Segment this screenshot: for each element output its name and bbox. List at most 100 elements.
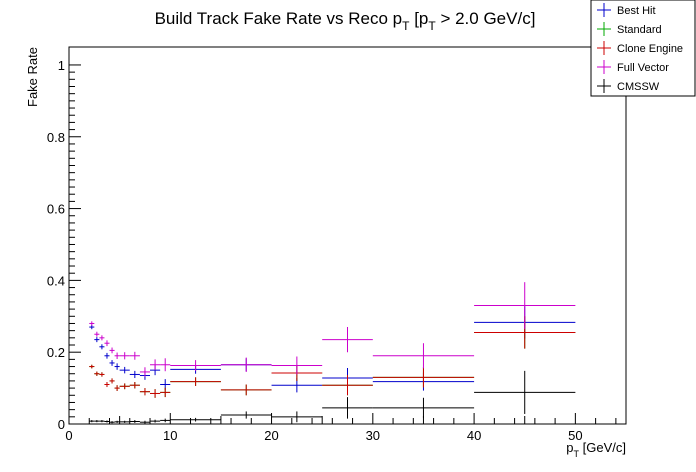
- data-point: [150, 419, 161, 423]
- data-point: [322, 327, 373, 353]
- legend-entries: Best Hit Standard Clone Engine Full Vector C…: [597, 3, 683, 93]
- title-sub2: T: [428, 19, 436, 33]
- x-tick-label: 40: [467, 428, 481, 443]
- data-point: [89, 420, 95, 423]
- plot-frame: [68, 46, 627, 425]
- data-point: [170, 377, 221, 386]
- data-point: [94, 371, 100, 376]
- data-point: [322, 397, 373, 419]
- y-axis-ticks: 0 0.2 0.4 0.6 0.8 1: [47, 58, 81, 432]
- data-point: [94, 337, 100, 343]
- y-axis-label: Fake Rate: [25, 47, 40, 107]
- x-axis-label-sub: T: [574, 449, 580, 459]
- title-rest: [p: [409, 9, 428, 28]
- data-point: [170, 360, 221, 371]
- data-point: [119, 352, 130, 360]
- data-point: [114, 420, 120, 423]
- x-tick-label: 10: [163, 428, 177, 443]
- legend-label: CMSSW: [617, 81, 660, 93]
- data-point: [114, 352, 120, 360]
- data-point: [104, 381, 110, 388]
- legend-label: Full Vector: [617, 62, 669, 74]
- x-tick-label: 30: [366, 428, 380, 443]
- y-tick-label: 0.6: [47, 202, 65, 217]
- series-layer: [89, 282, 576, 424]
- data-point: [170, 417, 221, 422]
- y-tick-label: 0.8: [47, 130, 65, 145]
- legend-entry: Clone Engine: [597, 41, 683, 55]
- y-tick-label: 0: [58, 417, 65, 432]
- data-point: [271, 411, 323, 423]
- data-point: [150, 359, 161, 371]
- data-point: [139, 420, 151, 424]
- data-point: [104, 420, 110, 423]
- data-point: [99, 344, 105, 350]
- legend-entry: Best Hit: [597, 3, 656, 17]
- y-tick-label: 0.4: [47, 273, 65, 288]
- data-point: [474, 370, 576, 414]
- legend: Best Hit Standard Clone Engine Full Vector C…: [590, 0, 696, 97]
- data-point: [109, 378, 115, 384]
- data-point: [89, 324, 95, 330]
- data-point: [114, 385, 120, 391]
- data-point: [271, 356, 323, 375]
- data-point: [129, 351, 140, 360]
- data-point: [94, 331, 100, 337]
- legend-label: Standard: [617, 24, 662, 36]
- legend-entry: CMSSW: [597, 79, 660, 93]
- x-tick-label: 50: [568, 428, 582, 443]
- data-point: [160, 387, 171, 398]
- x-axis-label-unit: [GeV/c]: [579, 440, 626, 455]
- data-point: [139, 367, 151, 377]
- data-point: [474, 282, 576, 329]
- data-point: [139, 388, 151, 396]
- chart-title: Build Track Fake Rate vs Reco pT [pT > 2…: [155, 9, 536, 33]
- x-tick-label: 20: [264, 428, 278, 443]
- x-axis-label-main: p: [566, 440, 573, 455]
- data-point: [109, 347, 115, 354]
- data-point: [94, 420, 100, 423]
- legend-entry: Standard: [597, 22, 662, 36]
- legend-entry: Full Vector: [597, 60, 669, 74]
- x-tick-label: 0: [65, 428, 72, 443]
- data-point: [119, 420, 130, 423]
- x-axis-ticks: 0 10 20 30 40 50: [65, 413, 627, 443]
- legend-label: Clone Engine: [617, 43, 683, 55]
- data-point: [220, 411, 272, 419]
- title-main: Build Track Fake Rate vs Reco p: [155, 9, 403, 28]
- data-point: [119, 366, 130, 374]
- data-point: [129, 420, 140, 423]
- data-point: [220, 384, 272, 396]
- data-point: [89, 321, 95, 326]
- data-point: [372, 367, 475, 388]
- data-point: [372, 397, 475, 418]
- data-point: [99, 372, 105, 377]
- title-sub: T: [402, 19, 410, 33]
- data-point: [220, 357, 272, 372]
- data-point: [104, 352, 110, 359]
- data-point: [109, 421, 115, 424]
- data-point: [114, 363, 120, 370]
- data-point: [109, 360, 115, 366]
- series-cmssw: [89, 370, 576, 424]
- data-point: [160, 358, 171, 372]
- series-clone-engine: [89, 316, 576, 398]
- data-point: [104, 340, 110, 347]
- data-point: [129, 370, 140, 379]
- data-point: [129, 381, 140, 389]
- data-point: [150, 389, 161, 398]
- data-point: [160, 418, 171, 423]
- title-tail: > 2.0 GeV/c]: [436, 9, 536, 28]
- data-point: [89, 364, 95, 369]
- y-tick-label: 1: [58, 58, 65, 73]
- data-point: [119, 383, 130, 390]
- series-full-vector: [89, 282, 576, 377]
- y-tick-label: 0.2: [47, 345, 65, 360]
- x-axis-label: pT [GeV/c]: [566, 440, 626, 459]
- data-point: [372, 343, 475, 369]
- data-point: [99, 420, 105, 423]
- legend-label: Best Hit: [617, 5, 656, 17]
- data-point: [99, 335, 105, 341]
- data-point: [322, 375, 373, 396]
